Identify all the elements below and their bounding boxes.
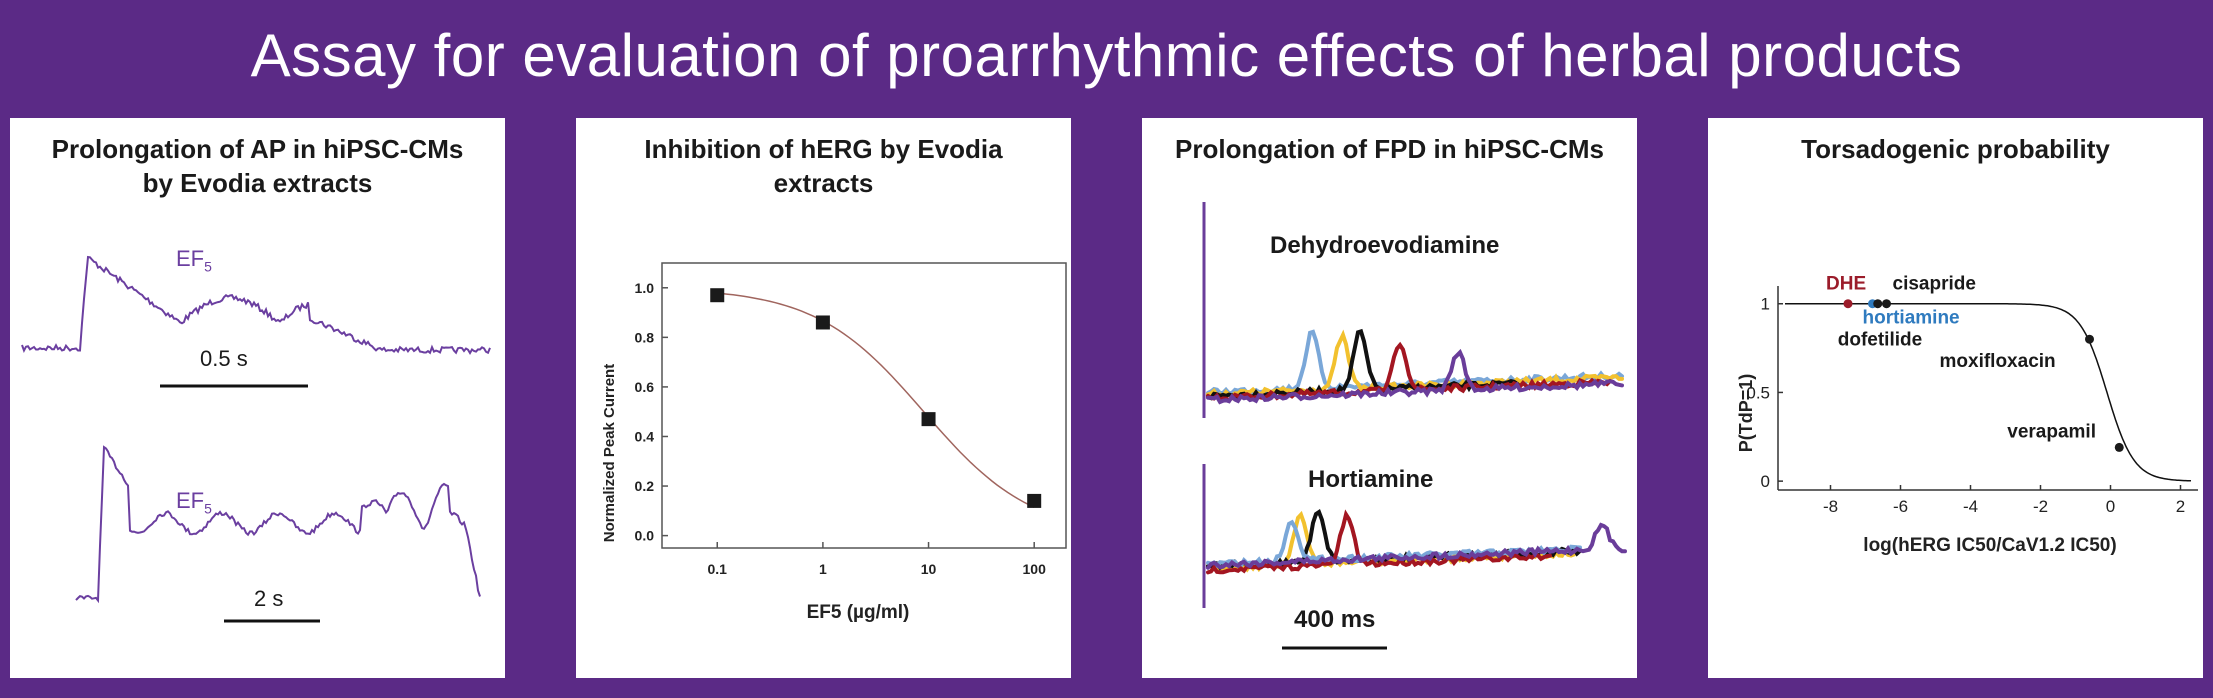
herg-x-tick-label: 1 [819, 561, 827, 577]
panel-ap-prolongation: Prolongation of AP in hiPSC-CMs by Evodi… [4, 112, 511, 684]
panel-title: Prolongation of FPD in hiPSC-CMs [1175, 134, 1604, 164]
herg-y-axis-label: Normalized Peak Current [601, 364, 618, 542]
herg-y-tick-label: 0.6 [635, 379, 655, 395]
herg-data-point [815, 315, 830, 330]
herg-data-point [921, 412, 936, 427]
herg-plot-frame [661, 262, 1067, 549]
herg-data-point [710, 288, 725, 303]
herg-x-axis-label: EF5 (µg/ml) [807, 602, 910, 623]
tdp-x-tick-label: -8 [1823, 497, 1838, 516]
compound-label-bottom: Hortiamine [1308, 466, 1434, 493]
tdp-x-tick-label: 2 [2176, 497, 2185, 516]
tdp-y-tick-label: 0.5 [1746, 383, 1770, 402]
ap-trace-top [21, 255, 491, 355]
tdp-x-axis-label: log(hERG IC50/CaV1.2 IC50) [1863, 535, 2116, 556]
tdp-point-DHE [1843, 299, 1853, 309]
tdp-x-tick-label: -2 [2033, 497, 2048, 516]
herg-x-tick-label: 0.1 [708, 561, 728, 577]
herg-data-point [1027, 493, 1042, 508]
panel-herg-inhibition: Inhibition of hERG by Evodia extracts No… [570, 112, 1077, 684]
panel-title: Inhibition of hERG by Evodia extracts [644, 134, 1003, 198]
tdp-point-label: DHE [1826, 274, 1866, 295]
tdp-point-label: dofetilide [1838, 330, 1922, 351]
tdp-x-tick-label: -4 [1963, 497, 1978, 516]
tdp-y-tick-label: 1 [1761, 295, 1770, 314]
panel-fpd-prolongation: Prolongation of FPD in hiPSC-CMs Dehydro… [1136, 112, 1643, 684]
herg-x-tick-label: 10 [921, 561, 937, 577]
tdp-point-dofetilide [1873, 299, 1883, 309]
fpd-traces-bottom [1206, 508, 1627, 575]
scale-label-bottom: 2 s [254, 586, 284, 611]
herg-y-tick-label: 1.0 [635, 280, 655, 296]
tdp-x-tick-label: -6 [1893, 497, 1908, 516]
herg-y-tick-label: 0.4 [635, 428, 655, 444]
fpd-trace-purple [1206, 522, 1627, 570]
tdp-y-axis-label: P(TdP=1) [1736, 374, 1756, 453]
panel-title: Prolongation of AP in hiPSC-CMs by Evodi… [51, 134, 464, 198]
herg-chart: Normalized Peak Current EF5 (µg/ml) 0.0 0… [601, 262, 1067, 623]
trace-label-bottom: EF5 [176, 488, 212, 517]
tdp-point-label: verapamil [2007, 421, 2096, 442]
herg-y-tick-label: 0.0 [635, 528, 655, 544]
herg-x-tick-label: 100 [1023, 561, 1047, 577]
fpd-traces-top [1206, 328, 1624, 405]
tdp-point-label: cisapride [1893, 274, 1976, 295]
tdp-point-cisapride [1882, 299, 1891, 309]
tdp-y-tick-label: 0 [1761, 472, 1770, 491]
herg-y-tick-label: 0.2 [635, 478, 655, 494]
tdp-chart: P(TdP=1) log(hERG IC50/CaV1.2 IC50) 0 0.5… [1736, 274, 2198, 556]
tdp-point-moxifloxacin [2085, 334, 2094, 344]
ap-trace-bottom [75, 445, 481, 604]
banner-title: Assay for evaluation of proarrhythmic ef… [250, 21, 1963, 89]
panel-title: Torsadogenic probability [1801, 134, 2110, 164]
ap-traces [21, 255, 491, 623]
fpd-traces [1202, 202, 1627, 650]
fpd-trace-purple [1206, 348, 1624, 405]
trace-label-top: EF5 [176, 246, 212, 275]
tdp-point-label: hortiamine [1863, 308, 1960, 329]
herg-fit-line [717, 292, 1035, 508]
panel-torsadogenic-probability: Torsadogenic probability P(TdP=1) log(hE… [1702, 112, 2209, 684]
compound-label-top: Dehydroevodiamine [1270, 232, 1500, 259]
tdp-x-tick-label: 0 [2106, 497, 2115, 516]
tdp-point-label: moxifloxacin [1940, 351, 2056, 372]
tdp-point-verapamil [2114, 442, 2124, 452]
fpd-trace-red [1206, 509, 1552, 575]
scale-label-top: 0.5 s [200, 346, 248, 371]
fpd-scale-label: 400 ms [1294, 606, 1376, 633]
herg-y-tick-label: 0.8 [635, 329, 655, 345]
tdp-fit-curve [1785, 302, 2192, 482]
